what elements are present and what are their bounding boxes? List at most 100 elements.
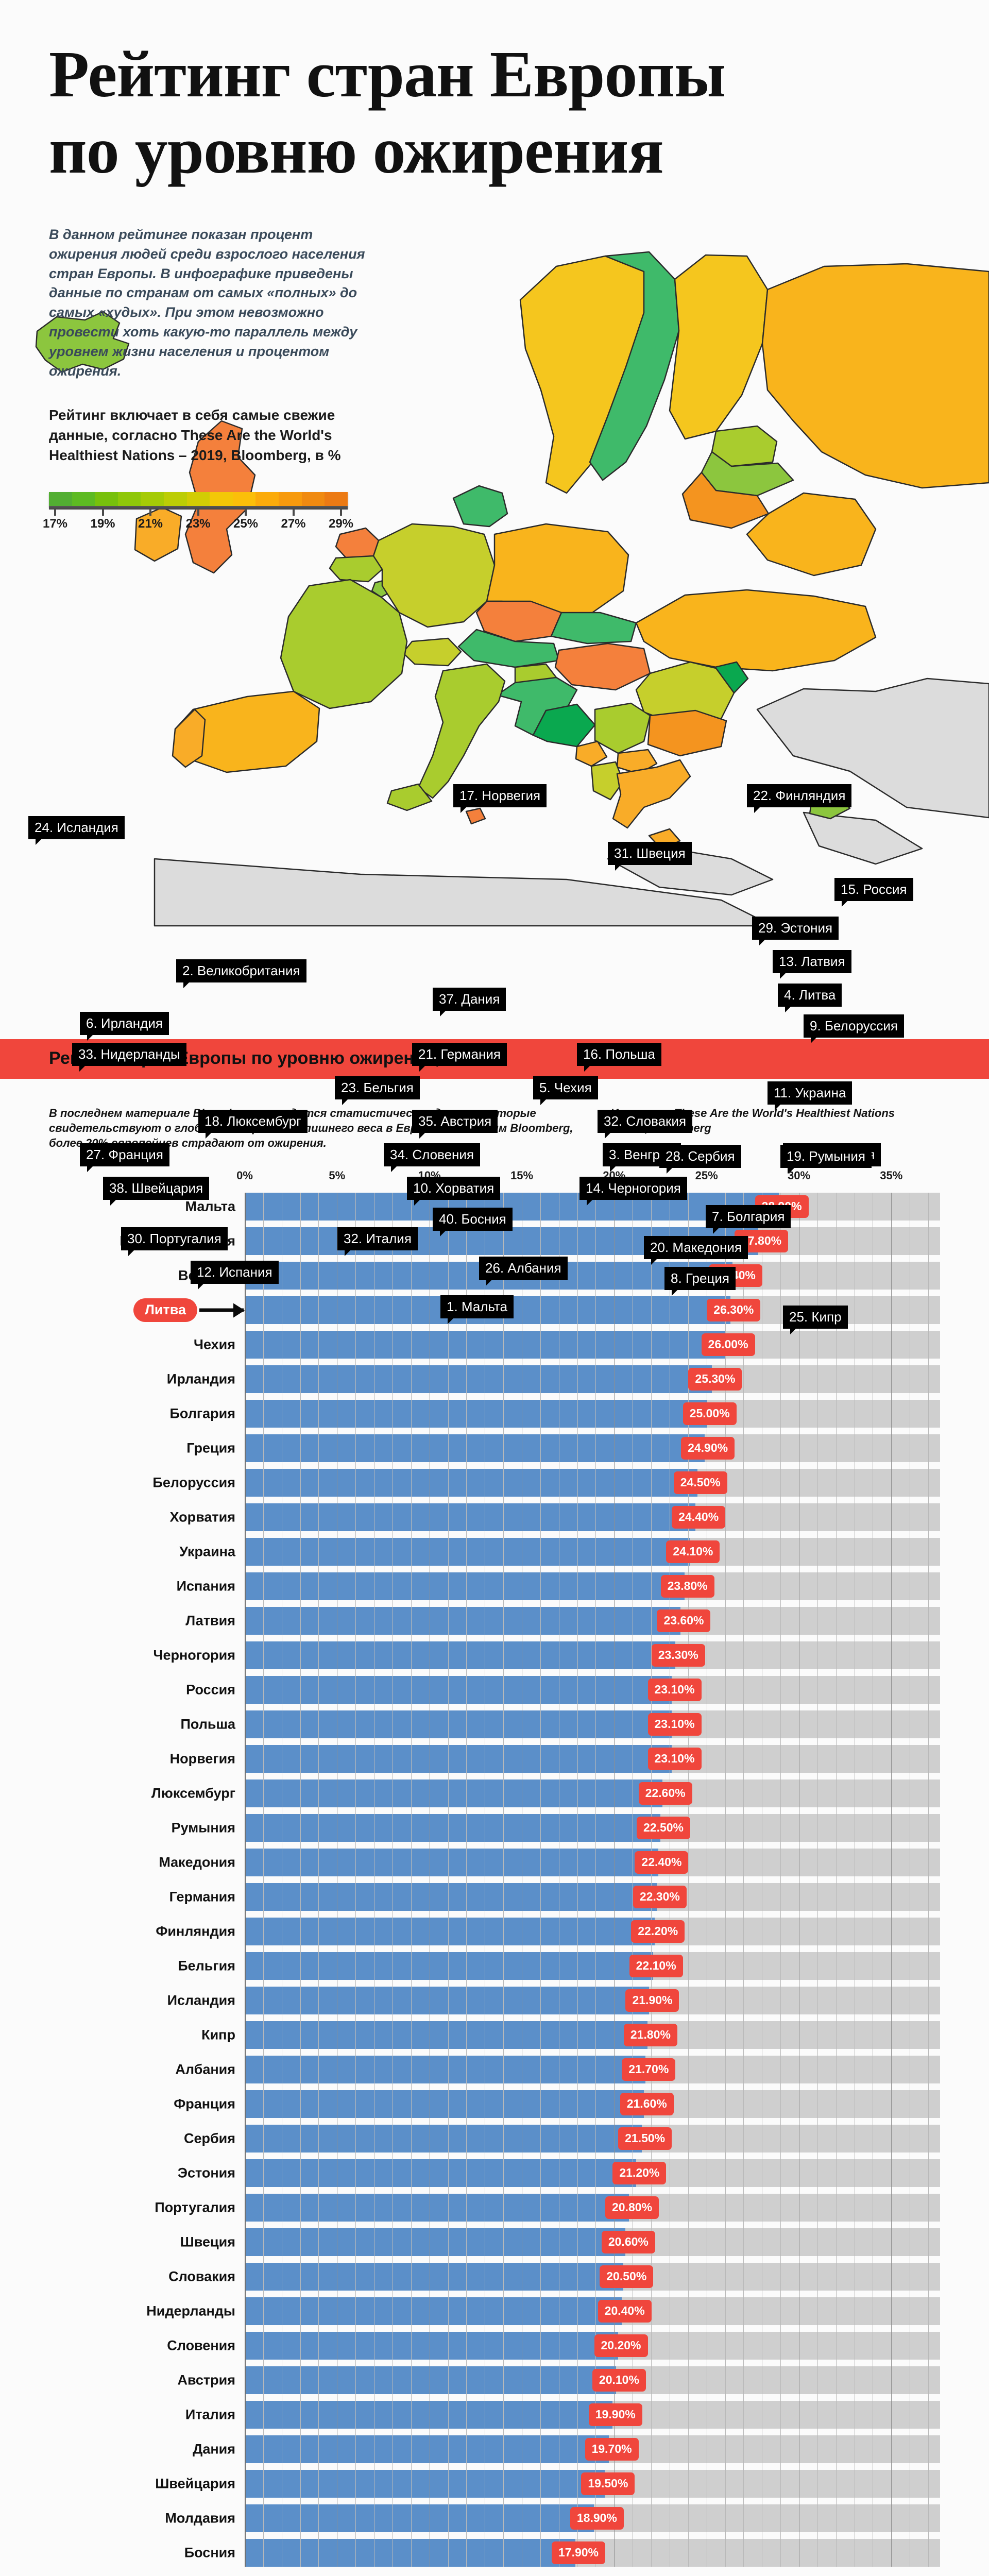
bar-label[interactable]: Швеция — [180, 2234, 235, 2250]
map-label[interactable]: 31. Швеция — [608, 841, 692, 871]
bar-row[interactable]: 20.40% Нидерланды — [146, 2297, 940, 2326]
bar-row[interactable]: 20.50% Словакия — [168, 2263, 940, 2291]
bar-label[interactable]: Дания — [193, 2441, 235, 2457]
bar-label[interactable]: Швейцария — [155, 2476, 235, 2492]
map-label[interactable]: 22. Финляндия — [747, 784, 852, 813]
bar-row[interactable]: 23.80% Испания — [177, 1572, 940, 1601]
bar-label[interactable]: Хорватия — [169, 1509, 235, 1525]
bar-label[interactable]: Македония — [159, 1854, 235, 1870]
bar-label[interactable]: Сербия — [183, 2130, 235, 2146]
bar-label[interactable]: Белоруссия — [152, 1475, 235, 1490]
bar-label[interactable]: Польша — [180, 1716, 236, 1732]
bar-row[interactable]: 18.90% Молдавия — [165, 2504, 940, 2533]
bar-label[interactable]: Люксембург — [151, 1785, 235, 1801]
map-label[interactable]: 21. Германия — [412, 1042, 507, 1072]
map-label[interactable]: 10. Хорватия — [407, 1176, 501, 1206]
bar-label[interactable]: Словакия — [168, 2268, 235, 2284]
bar-row[interactable]: 25.30% Ирландия — [167, 1365, 940, 1394]
map-label[interactable]: 5. Чехия — [533, 1076, 598, 1105]
bar-label[interactable]: Албания — [175, 2061, 235, 2077]
map-label[interactable]: 2. Великобритания — [176, 959, 306, 988]
bar-label[interactable]: Болгария — [169, 1405, 236, 1421]
map-label[interactable]: 17. Норвегия — [453, 784, 547, 813]
bar-row[interactable]: 21.80% Кипр — [201, 2021, 940, 2049]
bar-row[interactable]: 21.90% Исландия — [167, 1987, 940, 2015]
bar-row[interactable]: 19.90% Италия — [185, 2401, 940, 2429]
bar-row[interactable]: 19.70% Дания — [193, 2435, 940, 2464]
map-label[interactable]: 27. Франция — [80, 1143, 169, 1172]
bar-label[interactable]: Россия — [186, 1682, 235, 1698]
map-label[interactable]: 37. Дания — [433, 987, 506, 1016]
bar-row[interactable]: 23.30% Черногория — [153, 1641, 940, 1670]
map-label[interactable]: 19. Румыния — [780, 1144, 872, 1174]
bar-row[interactable]: 21.20% Эстония — [178, 2159, 940, 2188]
bar-label[interactable]: Норвегия — [169, 1751, 235, 1767]
bar-label[interactable]: Бельгия — [178, 1958, 235, 1974]
map-label[interactable]: 32. Словакия — [598, 1109, 693, 1139]
bar-label[interactable]: Словения — [167, 2337, 235, 2353]
bar-label[interactable]: Исландия — [167, 1992, 235, 2008]
bar-label[interactable]: Испания — [176, 1578, 235, 1594]
bar-label[interactable]: Чехия — [194, 1336, 235, 1352]
bar-row[interactable]: 20.60% Швеция — [180, 2228, 940, 2257]
map-label[interactable]: 15. Россия — [834, 877, 913, 907]
bar-label[interactable]: Румыния — [171, 1820, 235, 1836]
bar-row[interactable]: 22.20% Финляндия — [156, 1918, 940, 1946]
bar-row[interactable]: 20.10% Австрия — [177, 2366, 940, 2395]
bar-row[interactable]: 22.10% Бельгия — [178, 1952, 940, 1980]
bar-label[interactable]: Латвия — [185, 1613, 235, 1629]
bar-row[interactable]: 22.30% Германия — [169, 1883, 940, 1911]
map-label[interactable]: 30. Португалия — [121, 1227, 228, 1256]
bar-label[interactable]: Австрия — [177, 2372, 235, 2388]
map-label[interactable]: 40. Босния — [433, 1207, 513, 1236]
bar-label[interactable]: Молдавия — [165, 2510, 235, 2526]
bar-row[interactable]: 21.60% Франция — [174, 2090, 940, 2119]
bar-label[interactable]: Финляндия — [156, 1923, 235, 1939]
bar-row[interactable]: 23.10% Россия — [186, 1676, 940, 1704]
bar-label[interactable]: Португалия — [155, 2199, 235, 2215]
map-label[interactable]: 33. Нидерланды — [72, 1042, 186, 1072]
bar-row[interactable]: 22.60% Люксембург — [151, 1780, 940, 1808]
map-label[interactable]: 8. Греция — [664, 1266, 736, 1296]
map-label[interactable]: 28. Сербия — [659, 1144, 741, 1174]
map-label[interactable]: 29. Эстония — [752, 916, 839, 945]
bar-row[interactable]: 24.90% Греция — [186, 1434, 940, 1463]
bar-label[interactable]: Ирландия — [166, 1371, 235, 1387]
bar-row[interactable]: 23.60% Латвия — [185, 1607, 940, 1635]
bar-row[interactable]: 22.40% Македония — [159, 1849, 940, 1877]
bar-row[interactable]: 24.40% Хорватия — [170, 1503, 940, 1532]
map-label[interactable]: 18. Люксембург — [198, 1109, 308, 1139]
bar-row[interactable]: 19.50% Швейцария — [155, 2470, 940, 2498]
bar-label[interactable]: Босния — [184, 2545, 235, 2561]
bar-label[interactable]: Кипр — [201, 2027, 235, 2043]
bar-row[interactable]: 24.50% Белоруссия — [152, 1469, 940, 1497]
bar-label-highlight[interactable]: Литва — [133, 1298, 197, 1323]
map-label[interactable]: 25. Кипр — [783, 1305, 848, 1334]
bar-label[interactable]: Греция — [186, 1440, 235, 1456]
map-label[interactable]: 23. Бельгия — [335, 1076, 420, 1105]
map-label[interactable]: 9. Белоруссия — [804, 1014, 904, 1043]
bar-row[interactable]: 26.00% Чехия — [194, 1331, 940, 1359]
map-label[interactable]: 34. Словения — [384, 1143, 481, 1172]
bar-row[interactable]: 20.80% Португалия — [155, 2194, 940, 2222]
bar-row[interactable]: 22.50% Румыния — [172, 1814, 940, 1842]
bar-label[interactable]: Эстония — [177, 2165, 235, 2181]
bar-label[interactable]: Франция — [174, 2096, 235, 2112]
map-label[interactable]: 14. Черногория — [579, 1176, 687, 1206]
bar-label[interactable]: Германия — [169, 1889, 235, 1905]
bar-row[interactable]: 26.40%Венгрия — [178, 1262, 940, 1290]
bar-row[interactable]: 23.10% Норвегия — [170, 1745, 940, 1773]
map-label[interactable]: 11. Украина — [768, 1081, 852, 1110]
map-label[interactable]: 32. Италия — [337, 1227, 418, 1256]
map-label[interactable]: 13. Латвия — [773, 950, 851, 979]
bar-row[interactable]: 20.20% Словения — [167, 2332, 940, 2360]
bar-row[interactable]: 17.90% Босния — [184, 2539, 940, 2567]
bar-label[interactable]: Нидерланды — [146, 2303, 235, 2319]
map-label[interactable]: 26. Албания — [479, 1256, 568, 1285]
map-label[interactable]: 6. Ирландия — [80, 1011, 169, 1041]
map-label[interactable]: 1. Мальта — [440, 1295, 514, 1324]
bar-label[interactable]: Италия — [185, 2406, 235, 2422]
map-label[interactable]: 4. Литва — [778, 983, 842, 1012]
map-label[interactable]: 12. Испания — [191, 1260, 279, 1290]
bar-row[interactable]: 21.50% Сербия — [184, 2125, 940, 2153]
